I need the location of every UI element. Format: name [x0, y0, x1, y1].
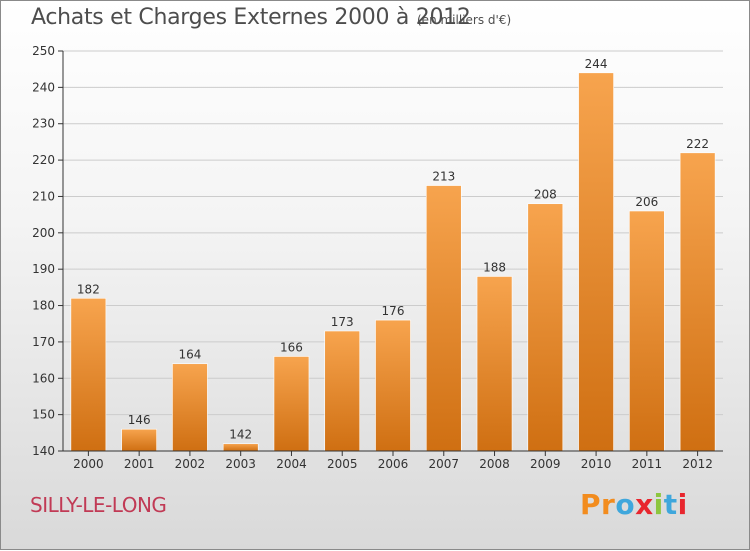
data-label-2010: 244	[585, 57, 608, 71]
data-label-2006: 176	[382, 304, 405, 318]
x-tick-label-2009: 2009	[530, 457, 561, 471]
bar-2011	[629, 210, 665, 452]
bar-2003	[222, 443, 259, 452]
y-tick-label: 210	[32, 189, 55, 203]
x-tick-label-2012: 2012	[682, 457, 713, 471]
logo-letter: P	[580, 488, 602, 521]
data-label-2002: 164	[178, 348, 201, 362]
commune-name: SILLY-LE-LONG	[30, 493, 167, 517]
y-tick-label: 240	[32, 80, 55, 94]
x-tick-label-2002: 2002	[175, 457, 206, 471]
logo-letter: o	[615, 488, 636, 521]
y-tick-label: 150	[32, 408, 55, 422]
y-tick-label: 170	[32, 335, 55, 349]
bar-2010	[578, 72, 614, 452]
x-tick-label-2003: 2003	[225, 457, 256, 471]
data-label-2004: 166	[280, 340, 303, 354]
bars	[70, 72, 716, 452]
x-tick-label-2001: 2001	[124, 457, 155, 471]
y-tick-label: 160	[32, 371, 55, 385]
proxiti-logo[interactable]: Proxiti	[580, 488, 688, 521]
y-tick-label: 220	[32, 153, 55, 167]
logo-letter: i	[677, 488, 688, 521]
logo-letter: t	[663, 488, 678, 521]
data-label-2001: 146	[128, 413, 151, 427]
bar-2001	[121, 428, 157, 452]
y-tick-label: 200	[32, 226, 55, 240]
data-label-2012: 222	[686, 137, 709, 151]
data-label-2007: 213	[432, 170, 455, 184]
bar-2004	[273, 356, 310, 452]
logo-letter: r	[601, 488, 616, 521]
y-tick-label: 250	[32, 44, 55, 58]
logo-letter: i	[653, 488, 664, 521]
x-tick-label-2005: 2005	[327, 457, 358, 471]
bar-2005	[324, 330, 361, 452]
bar-2000	[70, 297, 107, 452]
data-label-2009: 208	[534, 188, 557, 202]
y-tick-label: 140	[32, 444, 55, 458]
chart-title: Achats et Charges Externes 2000 à 2012	[31, 5, 471, 30]
x-tick-label-2010: 2010	[581, 457, 612, 471]
bar-2008	[476, 276, 513, 452]
bar-2012	[679, 152, 716, 452]
x-tick-label-2011: 2011	[632, 457, 663, 471]
data-label-2005: 173	[331, 315, 354, 329]
logo-letter: x	[635, 488, 654, 521]
y-tick-label: 230	[32, 117, 55, 131]
x-tick-label-2007: 2007	[428, 457, 459, 471]
data-label-2000: 182	[77, 282, 100, 296]
y-tick-label: 180	[32, 299, 55, 313]
x-tick-label-2004: 2004	[276, 457, 307, 471]
labels: 140 150 160 170 180 190 200 210 220 230 240 250 182 2…	[32, 44, 713, 471]
axes	[58, 50, 723, 456]
bar-2002	[172, 363, 208, 452]
bar-2006	[375, 319, 411, 452]
y-tick-label: 190	[32, 262, 55, 276]
data-label-2011: 206	[635, 195, 658, 209]
bar-2007	[425, 185, 462, 452]
data-label-2008: 188	[483, 260, 506, 274]
data-label-2003: 142	[229, 428, 252, 442]
x-tick-label-2006: 2006	[378, 457, 409, 471]
x-tick-label-2000: 2000	[73, 457, 104, 471]
x-tick-label-2008: 2008	[479, 457, 510, 471]
bar-2009	[527, 203, 564, 452]
chart-subtitle: (en milliers d'€)	[417, 13, 512, 27]
